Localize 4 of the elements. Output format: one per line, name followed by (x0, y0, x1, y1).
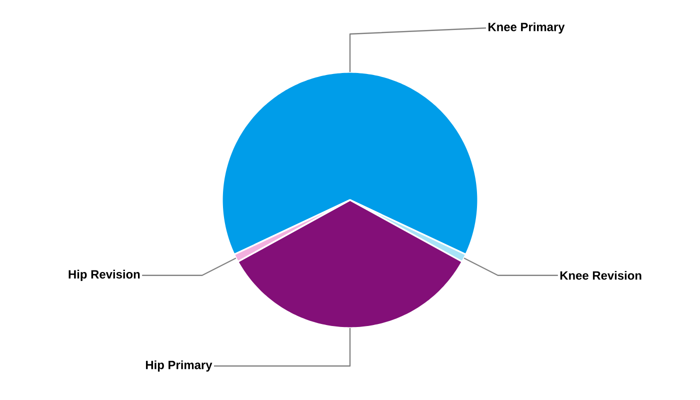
slice-label: Hip Primary (146, 360, 212, 372)
slice-label: Knee Revision (560, 270, 642, 280)
slice-label: Hip Revision (68, 270, 140, 281)
slice-label: Knee Primary (488, 22, 565, 34)
